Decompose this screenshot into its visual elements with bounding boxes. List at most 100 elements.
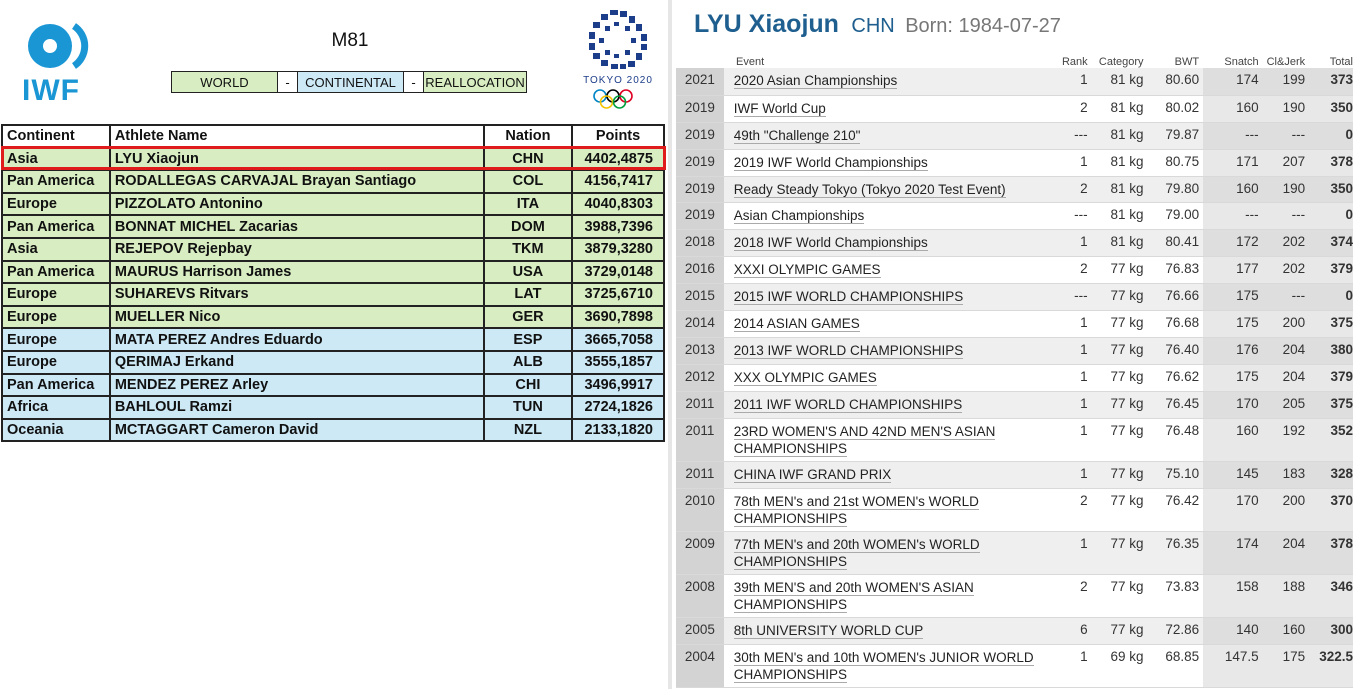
athlete-cell: BONNAT MICHEL Zacarias xyxy=(108,214,485,239)
event-cell: 39th MEN'S and 20th WOMEN'S ASIAN CHAMPI… xyxy=(723,574,1039,618)
event-link[interactable]: 2018 IWF World Championships xyxy=(733,234,928,251)
event-link[interactable]: XXX OLYMPIC GAMES xyxy=(733,369,877,386)
event-link[interactable]: 78th MEN's and 21st WOMEN's WORLD CHAMPI… xyxy=(733,493,979,527)
ranking-panel: IWF M81 WORLD - CONTINENTAL - REALLOCATI… xyxy=(0,0,668,689)
table-row: 2015 2015 IWF WORLD CHAMPIONSHIPS --- 77 kg… xyxy=(676,283,1353,311)
year-cell: 2019 xyxy=(676,95,724,123)
event-link[interactable]: IWF World Cup xyxy=(733,100,826,117)
cljerk-cell: --- xyxy=(1262,202,1310,230)
athlete-cell: MAURUS Harrison James xyxy=(108,259,485,285)
event-link[interactable]: 49th "Challenge 210" xyxy=(733,127,861,144)
event-link[interactable]: 2011 IWF WORLD CHAMPIONSHIPS xyxy=(733,396,963,413)
snatch-cell: 145 xyxy=(1203,461,1263,489)
snatch-cell: 172 xyxy=(1203,229,1263,257)
year-cell: 2009 xyxy=(676,531,724,575)
event-link[interactable]: 2020 Asian Championships xyxy=(733,73,898,89)
rank-cell: 1 xyxy=(1038,644,1092,688)
points-cell: 3988,7396 xyxy=(571,214,665,239)
legend-continental: CONTINENTAL xyxy=(298,72,404,92)
cljerk-cell: 204 xyxy=(1262,531,1310,575)
continent-cell: Europe xyxy=(1,282,111,307)
category-cell: 77 kg xyxy=(1091,283,1148,311)
rank-cell: 1 xyxy=(1038,531,1092,575)
year-cell: 2010 xyxy=(676,488,724,532)
col-cljerk: Cl&Jerk xyxy=(1266,56,1306,68)
total-cell: 300 xyxy=(1309,617,1353,645)
event-link[interactable]: 2013 IWF WORLD CHAMPIONSHIPS xyxy=(733,342,964,359)
event-link[interactable]: 8th UNIVERSITY WORLD CUP xyxy=(733,622,924,639)
bwt-cell: 79.87 xyxy=(1147,122,1204,150)
event-link[interactable]: 30th MEN's and 10th WOMEN's JUNIOR WORLD… xyxy=(733,649,1034,683)
cljerk-cell: 160 xyxy=(1262,617,1310,645)
event-link[interactable]: 2015 IWF WORLD CHAMPIONSHIPS xyxy=(733,288,964,305)
table-row: 2009 77th MEN's and 20th WOMEN's WORLD CH… xyxy=(676,531,1353,575)
table-row: 2011 CHINA IWF GRAND PRIX 1 77 kg 75.10 145 18… xyxy=(676,461,1353,489)
snatch-cell: 140 xyxy=(1203,617,1263,645)
legend-world: WORLD xyxy=(172,72,278,92)
table-row: 2018 2018 IWF World Championships 1 81 kg 80… xyxy=(676,229,1353,257)
nation-cell: CHI xyxy=(482,372,574,398)
athlete-cell: MCTAGGART Cameron David xyxy=(108,417,485,443)
event-link[interactable]: 2014 ASIAN GAMES xyxy=(733,315,860,332)
year-cell: 2011 xyxy=(676,391,724,419)
athlete-cell: RODALLEGAS CARVAJAL Brayan Santiago xyxy=(108,169,485,194)
event-link[interactable]: Asian Championships xyxy=(733,207,865,224)
category-cell: 77 kg xyxy=(1091,488,1148,532)
snatch-cell: 171 xyxy=(1203,149,1263,177)
points-cell: 3729,0148 xyxy=(571,259,665,285)
nation-cell: ITA xyxy=(482,191,574,217)
total-cell: 0 xyxy=(1309,283,1353,311)
table-row: Europe MUELLER Nico GER 3690,7898 xyxy=(1,304,665,330)
total-cell: 374 xyxy=(1309,229,1353,257)
table-row: 2014 2014 ASIAN GAMES 1 77 kg 76.68 175 200 375 xyxy=(676,310,1353,338)
bwt-cell: 76.66 xyxy=(1147,283,1204,311)
event-cell: 2020 Asian Championships xyxy=(723,68,1039,96)
table-row: 2019 49th "Challenge 210" --- 81 kg 79.87 ---… xyxy=(676,122,1353,150)
category-cell: 77 kg xyxy=(1091,617,1148,645)
col-athlete: Athlete Name xyxy=(108,124,485,149)
table-row: 2016 XXXI OLYMPIC GAMES 2 77 kg 76.83 177 202 3… xyxy=(676,256,1353,284)
event-link[interactable]: CHINA IWF GRAND PRIX xyxy=(733,466,892,483)
year-cell: 2019 xyxy=(676,122,724,150)
year-cell: 2011 xyxy=(676,461,724,489)
col-snatch: Snatch xyxy=(1224,56,1259,68)
event-link[interactable]: XXXI OLYMPIC GAMES xyxy=(733,261,881,278)
table-row: 2019 Ready Steady Tokyo (Tokyo 2020 Test … xyxy=(676,176,1353,203)
points-cell: 4040,8303 xyxy=(571,191,665,217)
bwt-cell: 76.45 xyxy=(1147,391,1204,419)
table-row: 2008 39th MEN'S and 20th WOMEN'S ASIAN CH… xyxy=(676,574,1353,618)
athlete-cell: MATA PEREZ Andres Eduardo xyxy=(108,327,485,352)
cljerk-cell: 200 xyxy=(1262,310,1310,338)
bwt-cell: 79.00 xyxy=(1147,202,1204,230)
snatch-cell: 174 xyxy=(1203,531,1263,575)
total-cell: 352 xyxy=(1309,418,1353,462)
table-row: 2012 XXX OLYMPIC GAMES 1 77 kg 76.62 175 204 37… xyxy=(676,364,1353,392)
total-cell: 370 xyxy=(1309,488,1353,532)
event-link[interactable]: 23RD WOMEN'S AND 42ND MEN'S ASIAN CHAMPI… xyxy=(733,423,996,457)
total-cell: 350 xyxy=(1309,176,1353,203)
event-link[interactable]: Ready Steady Tokyo (Tokyo 2020 Test Even… xyxy=(733,181,1006,198)
cljerk-cell: 202 xyxy=(1262,256,1310,284)
rank-cell: --- xyxy=(1038,283,1092,311)
rank-cell: 1 xyxy=(1038,68,1092,96)
total-cell: 379 xyxy=(1309,256,1353,284)
total-cell: 373 xyxy=(1309,68,1353,96)
bwt-cell: 80.02 xyxy=(1147,95,1204,123)
bwt-cell: 80.41 xyxy=(1147,229,1204,257)
year-cell: 2019 xyxy=(676,149,724,177)
event-cell: IWF World Cup xyxy=(723,95,1039,123)
results-table: Event Rank Category BWT Snatch Cl&Jerk T… xyxy=(676,53,1353,688)
cljerk-cell: 205 xyxy=(1262,391,1310,419)
nation-cell: DOM xyxy=(482,214,574,239)
cljerk-cell: 183 xyxy=(1262,461,1310,489)
year-cell: 2021 xyxy=(676,68,724,96)
snatch-cell: 158 xyxy=(1203,574,1263,618)
event-link[interactable]: 2019 IWF World Championships xyxy=(733,154,928,171)
event-link[interactable]: 77th MEN's and 20th WOMEN's WORLD CHAMPI… xyxy=(733,536,980,570)
snatch-cell: 176 xyxy=(1203,337,1263,365)
event-link[interactable]: 39th MEN'S and 20th WOMEN'S ASIAN CHAMPI… xyxy=(733,579,974,613)
points-cell: 2724,1826 xyxy=(571,395,665,420)
nation-cell: TKM xyxy=(482,236,574,262)
snatch-cell: --- xyxy=(1203,122,1263,150)
year-cell: 2019 xyxy=(676,176,724,203)
